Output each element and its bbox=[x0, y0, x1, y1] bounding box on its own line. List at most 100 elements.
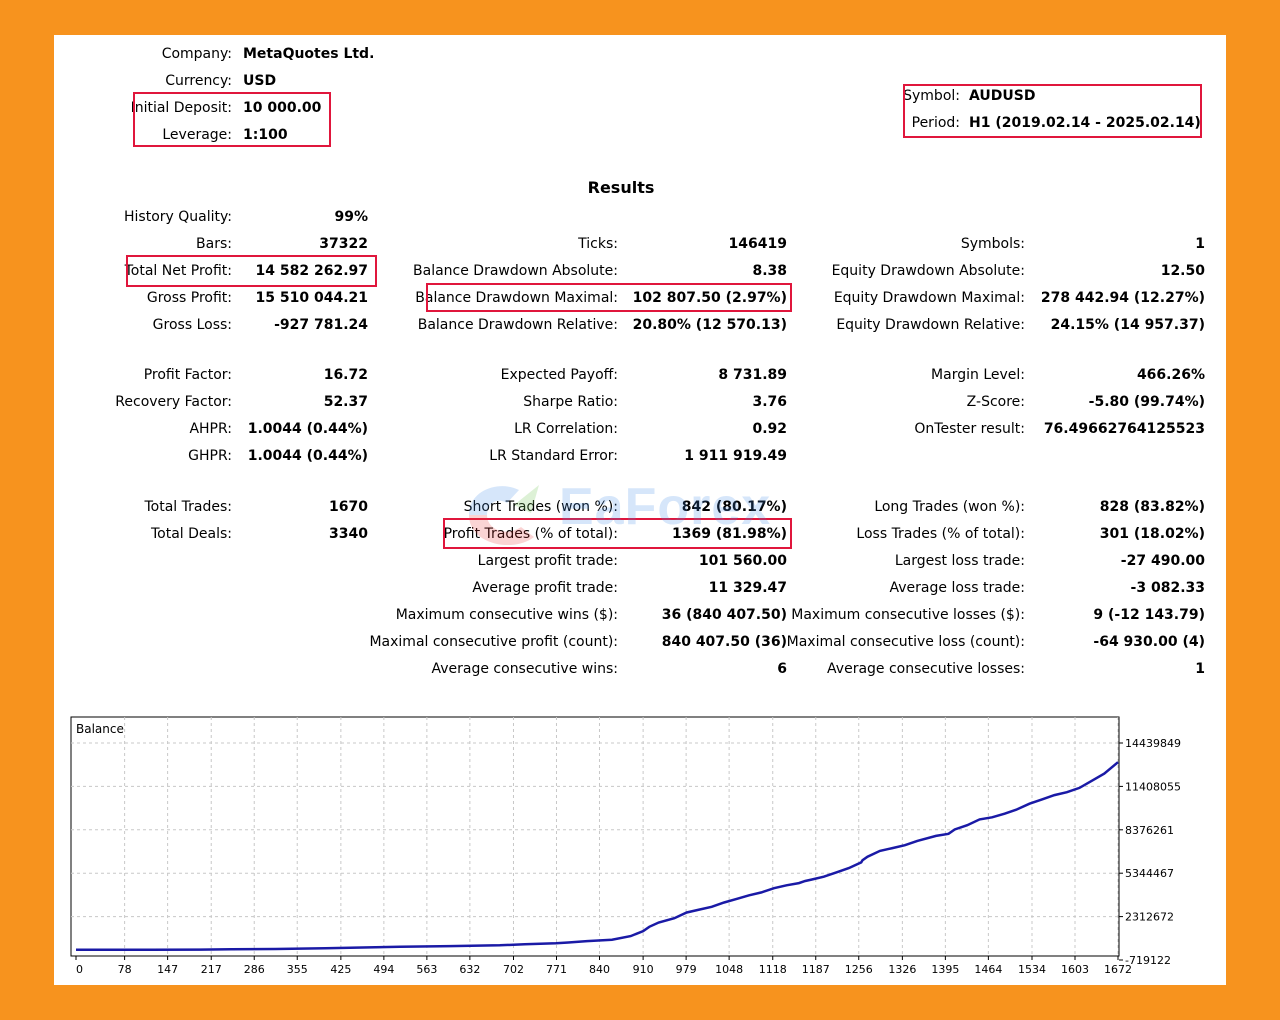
x-tick-label: 1603 bbox=[1061, 963, 1089, 976]
col3-value-8: 301 (18.02%) bbox=[1099, 526, 1205, 542]
col2-value-0: 146419 bbox=[728, 236, 787, 252]
col3-value-10: -3 082.33 bbox=[1130, 580, 1205, 596]
balance-series bbox=[76, 761, 1119, 951]
col3-value-7: 828 (83.82%) bbox=[1099, 499, 1205, 515]
x-tick-label: 840 bbox=[589, 963, 610, 976]
col2-label-7: LR Standard Error: bbox=[489, 448, 618, 464]
deposit-leverage-highlight bbox=[133, 92, 331, 147]
x-tick-label: 0 bbox=[76, 963, 83, 976]
col1-value-8: 1.0044 (0.44%) bbox=[247, 448, 368, 464]
col2-label-5: Sharpe Ratio: bbox=[523, 394, 618, 410]
chart-title: Balance bbox=[76, 722, 124, 736]
chart-grid bbox=[71, 717, 1119, 956]
strategy-tester-report: Company: MetaQuotes Ltd. Currency: USD I… bbox=[54, 35, 1226, 985]
x-tick-label: 1326 bbox=[888, 963, 916, 976]
col1-label-10: Total Deals: bbox=[150, 526, 232, 542]
col2-label-2: Balance Drawdown Maximal: bbox=[415, 290, 618, 306]
company-label: Company: bbox=[161, 46, 232, 62]
x-tick-label: 702 bbox=[503, 963, 524, 976]
col3-label-9: Largest loss trade: bbox=[894, 553, 1025, 569]
col1-value-7: 1.0044 (0.44%) bbox=[247, 421, 368, 437]
period-label: Period: bbox=[911, 115, 960, 131]
x-tick-label: 563 bbox=[416, 963, 437, 976]
chart-plot-area bbox=[70, 716, 1120, 957]
col3-value-9: -27 490.00 bbox=[1120, 553, 1205, 569]
col3-value-11: 9 (-12 143.79) bbox=[1093, 607, 1205, 623]
col2-label-11: Average profit trade: bbox=[472, 580, 618, 596]
col1-value-3: 15 510 044.21 bbox=[255, 290, 368, 306]
x-tick-label: 771 bbox=[546, 963, 567, 976]
symbol-label: Symbol: bbox=[903, 88, 960, 104]
col3-label-10: Average loss trade: bbox=[889, 580, 1025, 596]
col2-label-4: Expected Payoff: bbox=[500, 367, 618, 383]
col2-label-1: Balance Drawdown Absolute: bbox=[413, 263, 618, 279]
col2-value-9: 1369 (81.98%) bbox=[672, 526, 787, 542]
period-value: H1 (2019.02.14 - 2025.02.14) bbox=[969, 115, 1201, 131]
y-tick-label: 11408055 bbox=[1125, 780, 1181, 793]
y-tick-label: 8376261 bbox=[1125, 824, 1174, 837]
col2-value-7: 1 911 919.49 bbox=[684, 448, 787, 464]
col2-label-12: Maximum consecutive wins ($): bbox=[395, 607, 618, 623]
col3-label-8: Loss Trades (% of total): bbox=[856, 526, 1025, 542]
results-title: Results bbox=[587, 178, 655, 197]
col3-label-1: Equity Drawdown Absolute: bbox=[831, 263, 1025, 279]
col3-value-12: -64 930.00 (4) bbox=[1093, 634, 1205, 650]
col1-label-5: Profit Factor: bbox=[143, 367, 232, 383]
col3-label-13: Average consecutive losses: bbox=[827, 661, 1025, 677]
x-tick-label: 1118 bbox=[759, 963, 787, 976]
x-tick-label: 910 bbox=[633, 963, 654, 976]
leverage-value: 1:100 bbox=[243, 127, 288, 143]
x-tick-label: 147 bbox=[157, 963, 178, 976]
x-tick-label: 1256 bbox=[845, 963, 873, 976]
col2-value-6: 0.92 bbox=[752, 421, 787, 437]
y-tick-label: -719122 bbox=[1125, 954, 1171, 967]
col2-label-6: LR Correlation: bbox=[514, 421, 618, 437]
col3-value-3: 24.15% (14 957.37) bbox=[1050, 317, 1205, 333]
col3-value-0: 1 bbox=[1195, 236, 1205, 252]
col3-value-1: 12.50 bbox=[1160, 263, 1205, 279]
y-tick-label: 5344467 bbox=[1125, 867, 1174, 880]
deposit-label: Initial Deposit: bbox=[130, 100, 232, 116]
col2-value-10: 101 560.00 bbox=[698, 553, 787, 569]
col2-value-2: 102 807.50 (2.97%) bbox=[632, 290, 787, 306]
currency-label: Currency: bbox=[165, 73, 232, 89]
col2-label-9: Profit Trades (% of total): bbox=[443, 526, 618, 542]
x-tick-label: 355 bbox=[287, 963, 308, 976]
col3-value-5: -5.80 (99.74%) bbox=[1088, 394, 1205, 410]
col1-value-4: -927 781.24 bbox=[274, 317, 368, 333]
col2-value-14: 6 bbox=[777, 661, 787, 677]
col1-value-10: 3340 bbox=[329, 526, 368, 542]
col3-value-4: 466.26% bbox=[1136, 367, 1205, 383]
symbol-value: AUDUSD bbox=[969, 88, 1036, 104]
x-tick-label: 78 bbox=[118, 963, 132, 976]
col1-label-9: Total Trades: bbox=[144, 499, 233, 515]
col3-value-6: 76.49662764125523 bbox=[1043, 421, 1205, 437]
col3-label-12: Maximal consecutive loss (count): bbox=[786, 634, 1025, 650]
col3-label-4: Margin Level: bbox=[931, 367, 1025, 383]
balance-chart: Balance 0 78 147 217 286 355 425 494 563 632 702 77… bbox=[70, 716, 1181, 976]
col1-value-0: 99% bbox=[334, 209, 368, 225]
y-tick-label: 14439849 bbox=[1125, 737, 1181, 750]
col3-label-7: Long Trades (won %): bbox=[874, 499, 1025, 515]
x-tick-label: 217 bbox=[201, 963, 222, 976]
col3-value-2: 278 442.94 (12.27%) bbox=[1040, 290, 1205, 306]
col2-value-13: 840 407.50 (36) bbox=[661, 634, 787, 650]
col1-value-9: 1670 bbox=[329, 499, 368, 515]
col2-value-4: 8 731.89 bbox=[718, 367, 787, 383]
col2-value-11: 11 329.47 bbox=[708, 580, 787, 596]
col1-label-0: History Quality: bbox=[124, 209, 232, 225]
balance-line bbox=[76, 761, 1119, 951]
col1-value-5: 16.72 bbox=[323, 367, 368, 383]
profit-trades-highlight bbox=[443, 518, 792, 549]
x-tick-label: 1187 bbox=[802, 963, 830, 976]
col1-label-1: Bars: bbox=[196, 236, 232, 252]
col1-value-2: 14 582 262.97 bbox=[255, 263, 368, 279]
x-tick-label: 286 bbox=[244, 963, 265, 976]
col1-label-7: AHPR: bbox=[189, 421, 232, 437]
balance-drawdown-maximal-highlight bbox=[426, 283, 792, 312]
x-tick-label: 979 bbox=[676, 963, 697, 976]
x-tick-label: 632 bbox=[459, 963, 480, 976]
col3-value-13: 1 bbox=[1195, 661, 1205, 677]
col2-label-13: Maximal consecutive profit (count): bbox=[369, 634, 618, 650]
x-tick-label: 1534 bbox=[1018, 963, 1046, 976]
